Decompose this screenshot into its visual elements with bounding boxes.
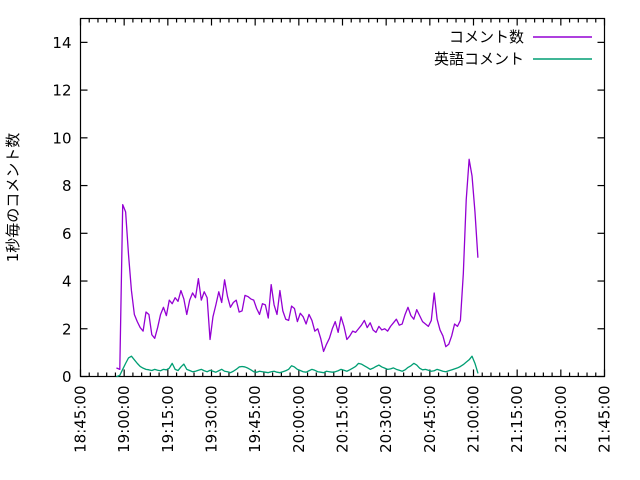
y-tick-label: 8 <box>62 177 72 195</box>
x-tick-label: 21:45:00 <box>596 386 614 453</box>
data-series-group <box>116 158 479 378</box>
x-tick-label: 20:45:00 <box>421 386 439 453</box>
y-tick-label: 12 <box>52 82 71 100</box>
y-tick-label: 14 <box>52 34 71 52</box>
x-tick-label: 21:15:00 <box>508 386 526 453</box>
x-tick-label: 18:45:00 <box>72 386 90 453</box>
y-axis-title: 1秒毎のコメント数 <box>4 133 22 263</box>
y-tick-label: 10 <box>52 129 71 147</box>
y-axis-labels: 0 2 4 6 8 10 12 14 <box>52 34 71 386</box>
series-line-2 <box>116 355 479 378</box>
x-tick-label: 21:00:00 <box>465 386 483 453</box>
x-tick-label: 20:00:00 <box>290 386 308 453</box>
y-axis-tick-group <box>80 41 605 378</box>
x-tick-label: 20:30:00 <box>377 386 395 453</box>
x-axis-labels: 18:45:00 19:00:00 19:15:00 19:30:00 19:45:00… <box>72 386 614 453</box>
x-tick-label: 20:15:00 <box>334 386 352 453</box>
plot-frame <box>79 17 606 378</box>
y-tick-label: 4 <box>62 273 72 291</box>
y-tick-label: 6 <box>62 225 72 243</box>
legend-label-1: コメント数 <box>449 28 524 46</box>
x-tick-label: 19:00:00 <box>115 386 133 453</box>
x-tick-label: 19:15:00 <box>159 386 177 453</box>
y-tick-label: 0 <box>62 368 72 386</box>
x-tick-label: 19:30:00 <box>203 386 221 453</box>
x-tick-label: 19:45:00 <box>246 386 264 453</box>
x-tick-label: 21:30:00 <box>552 386 570 453</box>
y-tick-label: 2 <box>62 320 72 338</box>
legend-label-2: 英語コメント <box>434 50 524 68</box>
series-line-1 <box>116 158 479 370</box>
